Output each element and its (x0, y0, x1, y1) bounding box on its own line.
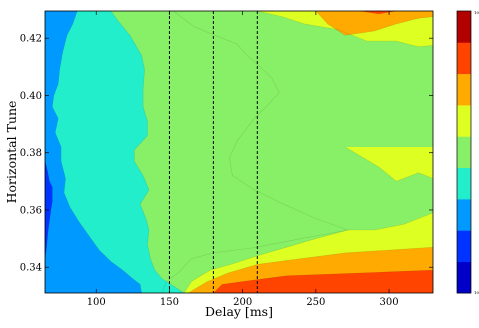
x-tick-label: 150 (160, 297, 179, 308)
contour-region-level-8 (359, 11, 433, 14)
contour-region-level-4 (45, 11, 185, 293)
contour-line-11 (213, 269, 433, 293)
x-tick-label: 300 (380, 297, 399, 308)
x-tick-label: 200 (233, 297, 252, 308)
colorbar-bottom-label: 10 (474, 290, 479, 295)
contour-lines (45, 11, 433, 293)
colorbar-level-3 (457, 199, 471, 231)
contour-line-8 (315, 11, 433, 36)
y-tick-label: 0.42 (20, 34, 42, 45)
colorbar-level-4 (457, 167, 471, 200)
colorbar-top-label: 10 (474, 10, 479, 15)
contour-line-1 (45, 161, 53, 293)
y-tick-label: 0.40 (20, 91, 42, 102)
contour-line-4 (161, 11, 350, 293)
contour-line-10 (359, 11, 433, 15)
contour-line-3 (110, 11, 185, 293)
colorbar-level-5 (457, 136, 471, 169)
colorbar-level-1 (457, 261, 471, 294)
contour-region-level-6-mid (345, 147, 433, 182)
contour-region-level-7 (315, 11, 433, 36)
colorbar-level-2 (457, 230, 471, 263)
colorbar-level-6 (457, 105, 471, 137)
y-tick-label: 0.36 (20, 205, 42, 216)
contour-region-level-8 (213, 270, 433, 293)
contour-line-9 (188, 246, 433, 293)
y-axis-title: Horizontal Tune (4, 101, 19, 204)
contour-fills (45, 11, 433, 293)
y-tick-label: 0.34 (20, 263, 42, 274)
contour-region-level-3 (45, 11, 142, 293)
contour-region-level-2 (45, 161, 53, 293)
contour-line-2 (45, 11, 142, 293)
y-axis-ticks: 0.34 0.36 0.38 0.40 0.42 (20, 34, 433, 274)
delay-marker-lines (168, 11, 258, 293)
contour-line-5 (257, 11, 433, 48)
colorbar-level-8 (457, 42, 471, 75)
x-tick-label: 100 (87, 297, 106, 308)
x-tick-label: 250 (306, 297, 325, 308)
colorbar (456, 10, 472, 294)
colorbar-frame (456, 10, 472, 294)
plot-frame (44, 10, 434, 294)
colorbar-level-7 (457, 73, 471, 106)
contour-line-7 (183, 212, 433, 293)
colorbar-level-9 (457, 11, 471, 43)
y-tick-label: 0.38 (20, 148, 42, 159)
contour-line-6 (345, 146, 433, 182)
x-axis-ticks: 100 150 200 250 300 (87, 11, 399, 308)
x-axis-title: Delay [ms] (205, 304, 273, 319)
